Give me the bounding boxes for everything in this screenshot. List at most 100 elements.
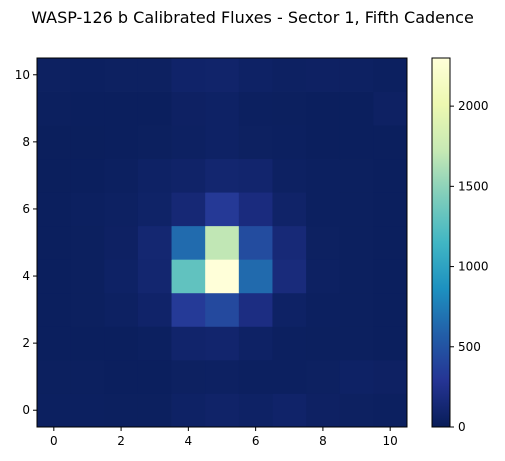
heatmap-cell	[37, 192, 72, 227]
heatmap-cell	[104, 125, 139, 160]
heatmap-cell	[272, 292, 307, 327]
heatmap-cell	[205, 393, 240, 428]
heatmap-cell	[306, 125, 341, 160]
heatmap-cell	[272, 192, 307, 227]
heatmap-cell	[205, 326, 240, 361]
heatmap-cell	[272, 158, 307, 193]
heatmap-cell	[205, 58, 240, 92]
colorbar-axis: 0 500 1000 1500 2000	[450, 99, 489, 434]
heatmap-cell	[104, 326, 139, 361]
heatmap-cell	[272, 393, 307, 428]
heatmap-cell	[137, 125, 172, 160]
heatmap-cell	[171, 158, 206, 193]
heatmap-cell	[373, 192, 408, 227]
heatmap-cell	[37, 125, 72, 160]
colorbar-tick-label: 1500	[458, 179, 489, 193]
heatmap-cell	[272, 259, 307, 294]
heatmap-cell	[339, 393, 374, 428]
heatmap-cell	[171, 125, 206, 160]
heatmap-cell	[171, 326, 206, 361]
heatmap-cell	[238, 225, 273, 260]
heatmap-cell	[137, 259, 172, 294]
heatmap-cell	[205, 225, 240, 260]
heatmap-cell	[306, 58, 341, 92]
heatmap-cell	[37, 393, 72, 428]
y-tick-label: 0	[22, 403, 30, 417]
heatmap-cell	[70, 192, 105, 227]
heatmap-cell	[37, 292, 72, 327]
heatmap-cell	[104, 58, 139, 92]
heatmap-cell	[70, 225, 105, 260]
heatmap-cell	[37, 91, 72, 126]
x-tick-label: 0	[50, 434, 58, 448]
colorbar-tick-label: 0	[458, 420, 466, 434]
heatmap-cell	[70, 326, 105, 361]
heatmap-cell	[306, 259, 341, 294]
heatmap-cell	[171, 58, 206, 92]
heatmap-cell	[70, 125, 105, 160]
heatmap-cell	[373, 259, 408, 294]
heatmap-cell	[137, 158, 172, 193]
heatmap-cell	[205, 125, 240, 160]
y-tick-label: 6	[22, 202, 30, 216]
heatmap-cell	[104, 225, 139, 260]
heatmap-cell	[339, 359, 374, 394]
heatmap-cell	[205, 91, 240, 126]
colorbar-tick-label: 1000	[458, 260, 489, 274]
heatmap-cell	[104, 259, 139, 294]
heatmap-cell	[70, 259, 105, 294]
heatmap-cell	[373, 225, 408, 260]
plot-frame	[36, 57, 408, 428]
heatmap-cell	[171, 91, 206, 126]
y-tick-label: 4	[22, 269, 30, 283]
chart-title: WASP-126 b Calibrated Fluxes - Sector 1,…	[31, 8, 474, 27]
y-tick-label: 8	[22, 135, 30, 149]
heatmap-cell	[205, 292, 240, 327]
heatmap-cell	[205, 259, 240, 294]
heatmap-cell	[272, 359, 307, 394]
heatmap-cell	[339, 259, 374, 294]
heatmap-cell	[70, 359, 105, 394]
heatmap-cell	[306, 225, 341, 260]
heatmap-cell	[137, 225, 172, 260]
heatmap-cell	[373, 158, 408, 193]
heatmap-cell	[37, 158, 72, 193]
heatmap-cell	[70, 58, 105, 92]
heatmap-cell	[171, 225, 206, 260]
heatmap-cell	[205, 158, 240, 193]
colorbar	[431, 57, 451, 428]
heatmap-cell	[137, 58, 172, 92]
heatmap-cell	[306, 359, 341, 394]
heatmap-cell	[238, 326, 273, 361]
heatmap-cell	[238, 359, 273, 394]
y-tick-label: 2	[22, 336, 30, 350]
heatmap-cell	[272, 58, 307, 92]
heatmap-cell	[104, 393, 139, 428]
heatmap-cell	[339, 292, 374, 327]
heatmap-cell	[373, 125, 408, 160]
heatmap-cell	[306, 158, 341, 193]
heatmap-cell	[238, 158, 273, 193]
heatmap-cell	[306, 91, 341, 126]
heatmap-cell	[339, 192, 374, 227]
heatmap-cell	[104, 158, 139, 193]
heatmap-cells	[37, 58, 408, 428]
heatmap-cell	[70, 158, 105, 193]
colorbar-tick-label: 2000	[458, 99, 489, 113]
heatmap-cell	[70, 91, 105, 126]
heatmap-cell	[137, 393, 172, 428]
heatmap-cell	[238, 58, 273, 92]
heatmap-cell	[37, 225, 72, 260]
heatmap-cell	[104, 192, 139, 227]
heatmap-cell	[205, 192, 240, 227]
heatmap-cell	[238, 192, 273, 227]
heatmap-cell	[373, 393, 408, 428]
x-tick-label: 4	[185, 434, 193, 448]
heatmap-cell	[339, 326, 374, 361]
heatmap-cell	[171, 259, 206, 294]
heatmap-cell	[37, 326, 72, 361]
heatmap-cell	[339, 125, 374, 160]
heatmap-cell	[306, 292, 341, 327]
x-tick-label: 10	[383, 434, 398, 448]
